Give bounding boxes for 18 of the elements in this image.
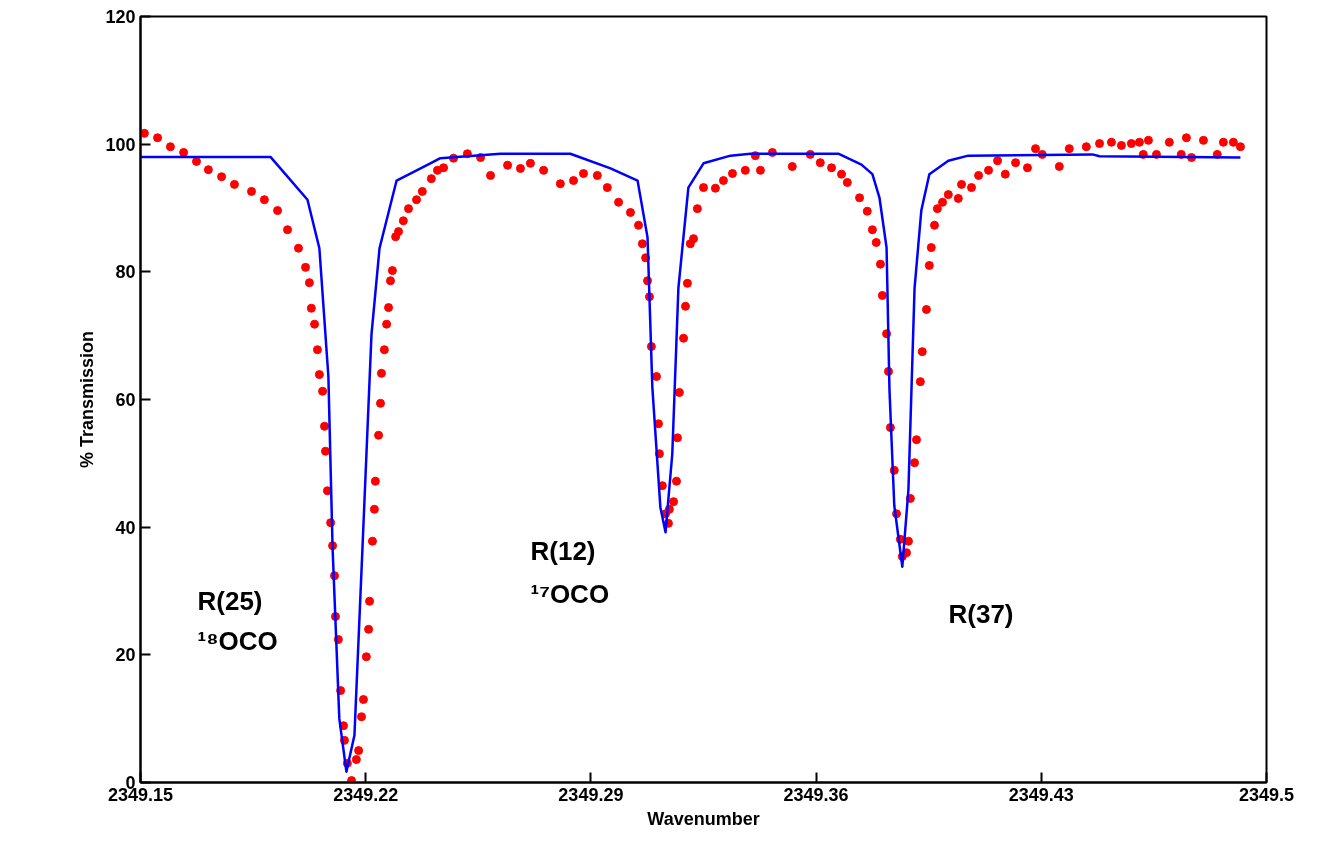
y-tick-label: 20 xyxy=(115,645,136,666)
annotation: ¹⁷OCO xyxy=(530,578,610,609)
y-tick-label: 100 xyxy=(105,134,136,155)
y-tick-label: 60 xyxy=(115,390,136,410)
annotation: R(37) xyxy=(948,598,1014,629)
annotation: ¹⁸OCO xyxy=(197,625,278,656)
annotation: R(25) xyxy=(197,585,263,616)
y-tick-label: 40 xyxy=(115,517,136,538)
y-axis-title: % Transmission xyxy=(77,330,98,469)
x-tick-label: 2349.29 xyxy=(558,784,624,805)
annotation: R(12) xyxy=(530,535,596,566)
x-axis-title: Wavenumber xyxy=(647,808,760,829)
x-tick-label: 2349.22 xyxy=(333,784,399,805)
y-tick-label: 120 xyxy=(105,7,136,27)
x-tick-label: 2349.5 xyxy=(1238,784,1295,805)
y-tick-label: 80 xyxy=(115,262,136,283)
x-tick-label: 2349.43 xyxy=(1008,784,1074,805)
x-tick-label: 2349.36 xyxy=(783,784,849,805)
